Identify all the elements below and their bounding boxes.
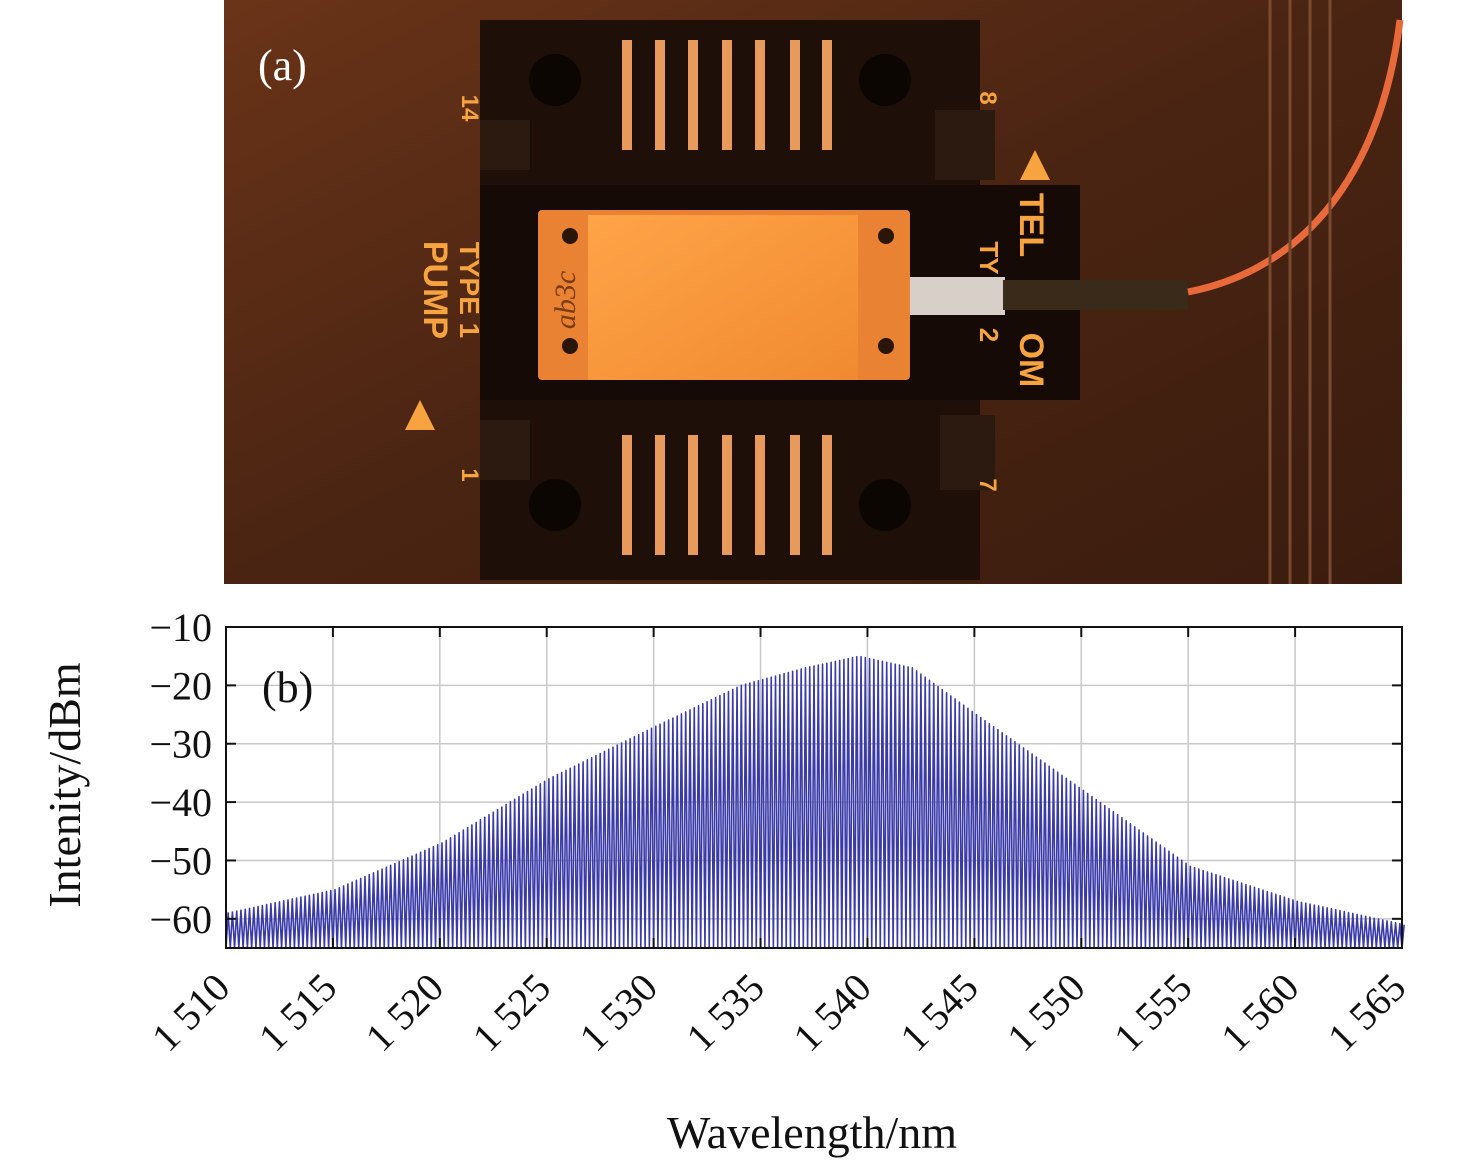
x-axis: 1 510 1 515 1 520 1 525 1 530 1 535 1 540 1 545…: [143, 627, 1414, 1060]
arrow-marker: [1020, 150, 1050, 180]
spectrum-line: [225, 655, 1405, 949]
x-tick-label: 1 560: [1212, 965, 1307, 1060]
socket-pins: [622, 40, 832, 555]
chip-screw: [878, 338, 894, 354]
fiber-ferrule: [910, 277, 1005, 315]
x-tick-label: 1 540: [784, 965, 879, 1060]
y-axis: −10 −20 −30 −40 −50 −60: [149, 605, 1402, 942]
grid-lines: [225, 626, 1403, 948]
x-tick-label: 1 530: [571, 965, 666, 1060]
arrow-marker: [405, 400, 435, 430]
x-tick-label: 1 555: [1105, 965, 1200, 1060]
x-tick-label: 1 535: [677, 965, 772, 1060]
clamp: [480, 420, 530, 480]
chip-mark: ab3c: [549, 271, 582, 329]
y-axis-title: Intenity/dBm: [39, 662, 90, 908]
label-pin1: 1: [456, 468, 483, 481]
clamp: [480, 120, 530, 170]
x-tick-label: 1 550: [998, 965, 1093, 1060]
screw-hole: [859, 54, 911, 106]
y-tick-label: −10: [149, 605, 212, 650]
label-type2-b: 2: [974, 328, 1004, 342]
label-telecom-b: OM: [1012, 333, 1050, 388]
x-tick-label: 1 520: [357, 965, 452, 1060]
label-pin14: 14: [456, 95, 483, 122]
chip-lid: [588, 215, 858, 380]
clamp: [940, 415, 995, 490]
y-tick-label: −60: [149, 897, 212, 942]
y-tick-label: −30: [149, 722, 212, 767]
x-axis-title: Wavelength/nm: [667, 1107, 957, 1158]
chip-screw: [562, 338, 578, 354]
x-tick-label: 1 525: [464, 965, 559, 1060]
screw-hole: [529, 54, 581, 106]
x-tick-label: 1 565: [1319, 965, 1414, 1060]
y-tick-label: −50: [149, 838, 212, 883]
chip-screw: [878, 228, 894, 244]
spectrum-series: [225, 655, 1405, 949]
label-pin7: 7: [974, 478, 1001, 491]
label-pin8: 8: [974, 91, 1001, 104]
label-type2-a: TY: [974, 241, 1004, 274]
x-tick-label: 1 515: [250, 965, 345, 1060]
panel-label-a: (a): [258, 41, 307, 90]
x-tick-label: 1 545: [891, 965, 986, 1060]
panel-label-b: (b): [262, 663, 313, 712]
label-telecom-a: TEL: [1012, 193, 1050, 257]
fiber-boot: [1003, 280, 1188, 310]
chip-screw: [562, 228, 578, 244]
y-tick-label: −20: [149, 663, 212, 708]
label-type1: TYPE 1: [454, 242, 485, 338]
label-pump: PUMP: [416, 241, 454, 339]
y-tick-label: −40: [149, 780, 212, 825]
screw-hole: [859, 479, 911, 531]
device-photo: ab3c PUMP TYPE 1 TEL OM TY 2 14 1 8 7 (a…: [224, 0, 1404, 584]
clamp: [935, 110, 995, 180]
x-tick-label: 1 510: [143, 965, 238, 1060]
bench-lines: [1268, 0, 1332, 584]
screw-hole: [529, 479, 581, 531]
plot-frame: [225, 626, 1403, 949]
